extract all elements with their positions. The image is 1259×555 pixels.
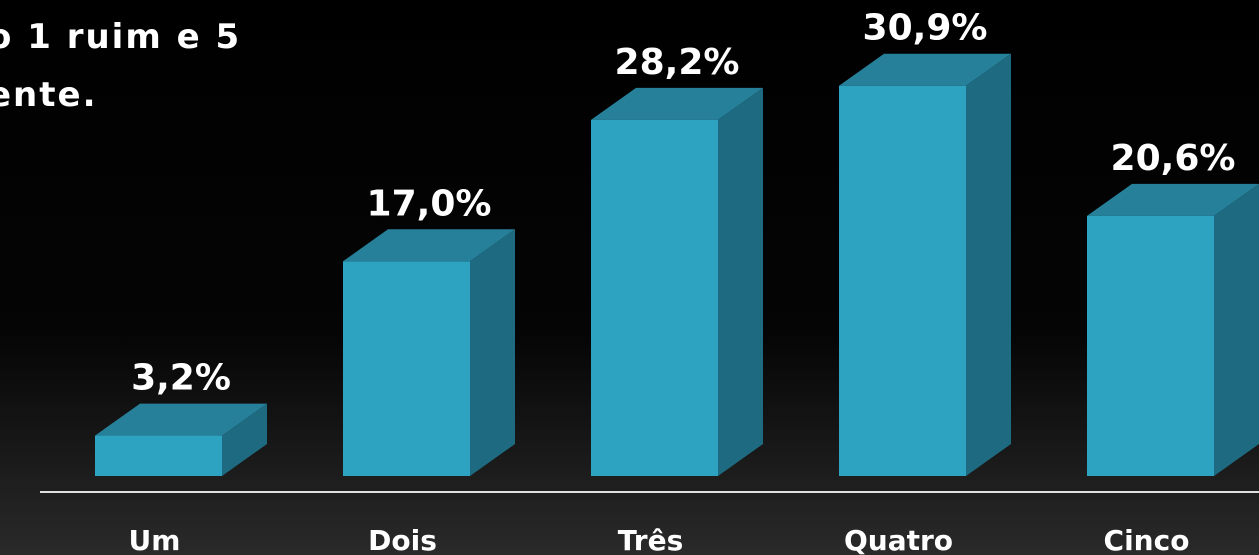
value-label: 3,2% <box>131 358 231 399</box>
bar-side <box>966 53 1011 476</box>
bar-side <box>718 87 763 477</box>
bar-top <box>591 87 763 120</box>
bar <box>95 435 222 476</box>
bar-side <box>470 229 515 476</box>
x-tick-label: Três <box>618 524 684 555</box>
bar <box>591 119 718 477</box>
bar-top <box>839 53 1011 86</box>
bar-side <box>1214 183 1259 476</box>
bar <box>343 261 470 476</box>
x-tick-label: Cinco <box>1104 524 1190 555</box>
value-label: 20,6% <box>1111 138 1236 179</box>
bar-top <box>1087 183 1259 216</box>
value-label: 30,9% <box>863 8 988 49</box>
title-line: ente. <box>0 75 98 115</box>
x-tick-label: Um <box>129 524 181 555</box>
value-label: 17,0% <box>367 183 492 224</box>
bar-top <box>343 229 515 262</box>
bar-top <box>95 403 267 436</box>
bar <box>1087 215 1214 476</box>
value-label: 28,2% <box>615 42 740 83</box>
x-tick-label: Quatro <box>844 524 953 555</box>
x-tick-label: Dois <box>368 524 437 555</box>
bar <box>839 85 966 476</box>
title-line: o 1 ruim e 5 <box>0 17 241 57</box>
bar-side <box>222 403 267 476</box>
